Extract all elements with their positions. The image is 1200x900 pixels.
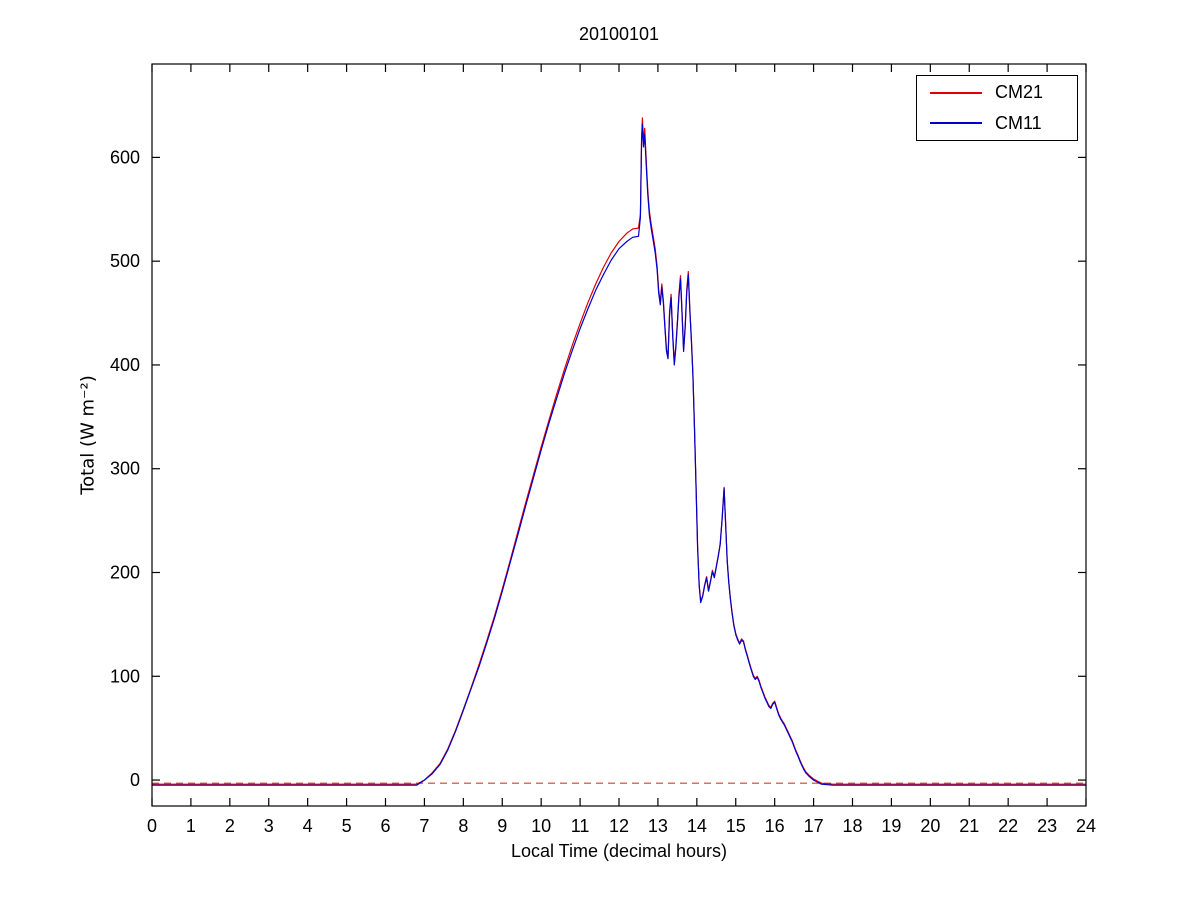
svg-text:600: 600: [110, 147, 140, 167]
svg-text:500: 500: [110, 251, 140, 271]
svg-text:300: 300: [110, 459, 140, 479]
legend-label-cm11: CM11: [995, 112, 1042, 133]
legend-line-cm21-icon: [930, 91, 982, 94]
svg-text:9: 9: [497, 816, 507, 836]
plot-title: 20100101: [578, 24, 660, 44]
svg-text:19: 19: [881, 816, 901, 836]
svg-text:17: 17: [804, 816, 824, 836]
svg-text:24: 24: [1076, 816, 1096, 836]
svg-text:20: 20: [920, 816, 940, 836]
svg-text:0: 0: [147, 816, 157, 836]
svg-text:0: 0: [130, 770, 140, 790]
svg-text:200: 200: [110, 563, 140, 583]
svg-text:15: 15: [726, 816, 746, 836]
x-axis-label: Local Time (decimal hours): [510, 841, 728, 861]
legend: CM21 CM11: [916, 75, 1078, 141]
svg-text:400: 400: [110, 355, 140, 375]
svg-text:8: 8: [458, 816, 468, 836]
legend-line-cm11-icon: [930, 122, 982, 125]
svg-text:11: 11: [571, 816, 590, 836]
svg-text:16: 16: [765, 816, 785, 836]
svg-text:13: 13: [648, 816, 668, 836]
svg-text:2: 2: [225, 816, 235, 836]
svg-text:6: 6: [380, 816, 390, 836]
svg-text:14: 14: [687, 816, 707, 836]
svg-text:100: 100: [110, 666, 140, 686]
legend-item-cm21: CM21: [917, 79, 1077, 107]
svg-text:3: 3: [264, 816, 274, 836]
svg-text:18: 18: [842, 816, 862, 836]
svg-text:23: 23: [1037, 816, 1057, 836]
svg-text:7: 7: [419, 816, 429, 836]
svg-text:5: 5: [342, 816, 352, 836]
legend-item-cm11: CM11: [917, 109, 1077, 137]
legend-label-cm21: CM21: [995, 82, 1044, 103]
svg-text:1: 1: [186, 816, 196, 836]
svg-text:21: 21: [959, 816, 979, 836]
y-axis-label: Total (W m⁻²): [77, 375, 99, 495]
svg-text:12: 12: [609, 816, 629, 836]
svg-text:4: 4: [303, 816, 313, 836]
svg-text:10: 10: [531, 816, 551, 836]
svg-text:22: 22: [998, 816, 1018, 836]
